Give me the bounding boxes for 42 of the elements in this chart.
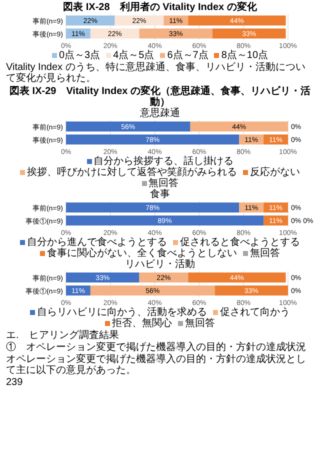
legend-label: 反応がない [250, 167, 300, 178]
legend-label: 無回答 [185, 318, 215, 329]
bar [66, 122, 190, 132]
bar [139, 272, 188, 282]
text: Vitality Index のうち、特に意思疎通、食事、リハビリ・活動について変化が見られた。 [6, 62, 306, 84]
legend-label: 自分から進んで食べようとする [27, 237, 167, 248]
text: 239 [6, 377, 24, 388]
bar [66, 272, 140, 282]
chart-subtitle: 食事 [149, 189, 171, 200]
legend-label: 6点～7点 [167, 50, 208, 61]
legend-label: 自らリハビリに向かう、活動を求める [37, 307, 207, 318]
chart-title: 図表 IX-28 利用者の Vitality Index の変化 [62, 2, 258, 13]
legend-label: 4点～5点 [113, 50, 154, 61]
legend-label: 自分から挨拶する、話し掛ける [94, 156, 234, 167]
bar [188, 272, 286, 282]
bar [90, 286, 215, 296]
bar [190, 122, 288, 132]
legend-label: 8点～10点 [221, 50, 268, 61]
legend-label: 促されて向かう [220, 307, 290, 318]
chart-title: 図表 IX-29 Vitality Index の変化（意思疎通、食事、リハビリ・活動） [8, 86, 312, 108]
bar [188, 16, 286, 26]
bar [212, 28, 286, 38]
bar [139, 28, 213, 38]
chart-subtitle: 意思疎通 [139, 108, 181, 119]
bar [114, 16, 164, 26]
text: エ. ヒアリング調査結果 [6, 330, 120, 341]
bar [66, 216, 264, 226]
legend-label: 挨拶、呼びかけに対して返答や笑顔がみられる [27, 167, 237, 178]
legend-label: 無回答 [148, 178, 178, 189]
text: オペレーション変更で掲げた機器導入の目的・方針の達成状況として主に以下の意見があった。 [6, 354, 307, 376]
bar [66, 16, 115, 26]
chart-subtitle: リハビリ・活動 [124, 259, 196, 270]
bar [66, 202, 240, 212]
legend-label: 食事に関心がない、全く食べようとしない [47, 248, 237, 259]
legend-label: 0点～3点 [58, 50, 100, 61]
legend-label: 促されると食べようとする [180, 237, 300, 248]
bar [214, 286, 288, 296]
bar [90, 28, 140, 38]
bar [66, 134, 240, 144]
text: ① オペレーション変更で掲げた機器導入の目的・方針の達成状況 [6, 342, 307, 353]
legend-label: 拒否、無関心 [112, 318, 172, 329]
legend-label: 無回答 [250, 248, 280, 259]
